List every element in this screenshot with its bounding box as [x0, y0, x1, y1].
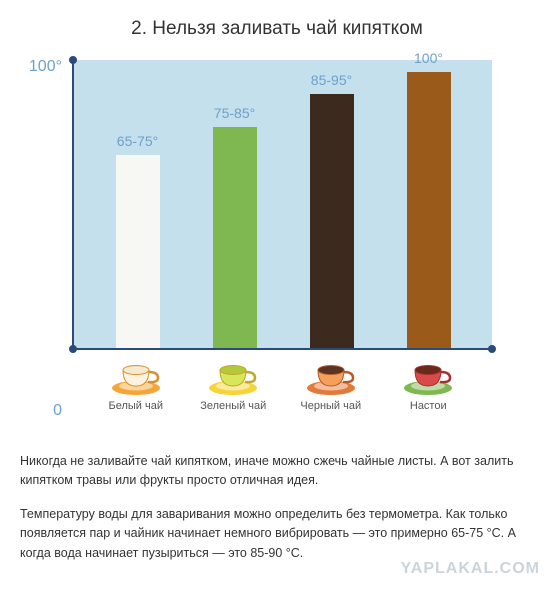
temperature-chart: 100° 65-75°75-85°85-95°100° 0 Белый чай … [52, 60, 502, 412]
tea-name-label: Белый чай [109, 400, 164, 412]
cup-cell: Настои [393, 356, 463, 412]
chart-plot-area: 65-75°75-85°85-95°100° [72, 60, 492, 350]
tea-name-label: Зеленый чай [200, 400, 266, 412]
bar [116, 155, 160, 348]
y-axis-min: 0 [22, 402, 62, 420]
paragraph: Температуру воды для заваривания можно о… [20, 505, 534, 563]
y-axis-max: 100° [22, 58, 62, 76]
description-text: Никогда не заливайте чай кипятком, иначе… [20, 452, 534, 563]
watermark: YAPLAKAL.COM [401, 560, 540, 578]
teacup-icon [108, 356, 164, 396]
bar-value-label: 100° [414, 50, 443, 66]
bar-value-label: 65-75° [117, 133, 158, 149]
bar-group: 85-95° [297, 72, 367, 348]
cup-cell: Зеленый чай [198, 356, 268, 412]
bar [310, 94, 354, 348]
page-title: 2. Нельзя заливать чай кипятком [20, 18, 534, 40]
cup-cell: Черный чай [296, 356, 366, 412]
bar-group: 65-75° [103, 133, 173, 348]
bar-group: 100° [394, 50, 464, 348]
bar [213, 127, 257, 348]
bar-value-label: 85-95° [311, 72, 352, 88]
cup-cell: Белый чай [101, 356, 171, 412]
bar [407, 72, 451, 348]
bar-group: 75-85° [200, 105, 270, 348]
paragraph: Никогда не заливайте чай кипятком, иначе… [20, 452, 534, 491]
teacup-icon [400, 356, 456, 396]
tea-name-label: Настои [410, 400, 447, 412]
bar-value-label: 75-85° [214, 105, 255, 121]
teacup-icon [205, 356, 261, 396]
tea-name-label: Черный чай [300, 400, 361, 412]
teacup-icon [303, 356, 359, 396]
